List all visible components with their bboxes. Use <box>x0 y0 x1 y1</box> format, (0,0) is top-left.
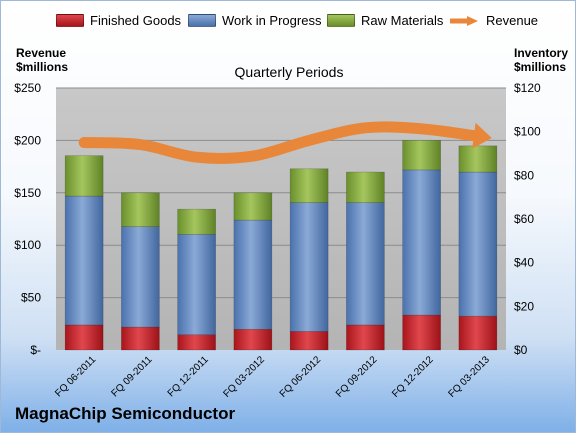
x-axis-tick-label: FQ 09-2011 <box>110 354 155 399</box>
bar-raw-materials <box>458 145 498 173</box>
x-axis-tick-label: FQ 03-2013 <box>446 354 492 400</box>
right-axis-tick-label: $0 <box>514 343 528 357</box>
left-axis-tick-label: $100 <box>14 238 41 252</box>
bar-work-in-progress <box>64 195 104 326</box>
left-axis-title-line2: $millions <box>16 60 69 74</box>
x-axis-tick-label: FQ 12-2011 <box>166 354 211 399</box>
left-axis-tick-label: $- <box>30 343 41 357</box>
legend-swatch-revenue <box>450 15 478 26</box>
x-axis-tick-label: FQ 03-2012 <box>221 354 267 400</box>
left-axis-tick-label: $150 <box>14 186 41 200</box>
right-axis-tick-label: $60 <box>514 212 534 226</box>
revenue-arrowhead <box>472 122 492 149</box>
left-axis-tick-label: $250 <box>14 81 41 95</box>
right-axis-tick-label: $40 <box>514 256 534 270</box>
bar-raw-materials <box>64 155 104 197</box>
right-axis-tick-label: $100 <box>514 125 541 139</box>
legend-label-finished-goods: Finished Goods <box>90 13 182 28</box>
right-axis-title-line2: $millions <box>514 60 567 74</box>
bar-finished-goods <box>64 324 104 351</box>
bar-finished-goods <box>346 324 385 351</box>
chart-title: Quarterly Periods <box>234 64 344 80</box>
right-axis-tick-label: $20 <box>514 299 534 313</box>
bar-raw-materials <box>289 168 329 203</box>
x-axis-tick-label: FQ 06-2011 <box>53 354 98 399</box>
x-axis-ticks: FQ 06-2011 FQ 09-2011 FQ 12-2011 FQ 03-2012… <box>53 354 492 400</box>
legend-swatch-raw-materials <box>327 14 355 27</box>
x-axis-tick-label: FQ 09-2012 <box>334 354 380 400</box>
legend: Finished Goods Work in Progress Raw Mate… <box>1 13 575 33</box>
bar-finished-goods <box>177 334 216 351</box>
x-axis-tick-label: FQ 12-2012 <box>390 354 436 400</box>
bar-finished-goods <box>233 328 273 351</box>
bar-raw-materials <box>346 171 385 203</box>
bars <box>64 140 498 351</box>
bar-finished-goods <box>121 326 160 351</box>
legend-item-revenue: Revenue <box>450 13 538 28</box>
left-axis-title: Revenue $millions <box>16 46 68 74</box>
legend-item-raw-materials: Raw Materials <box>327 13 443 28</box>
legend-item-finished-goods: Finished Goods <box>56 13 181 28</box>
bar-work-in-progress <box>402 169 441 316</box>
legend-swatch-work-in-progress <box>188 14 216 27</box>
bar-finished-goods <box>402 314 441 351</box>
x-axis-tick-label: FQ 06-2012 <box>278 354 324 400</box>
bar-finished-goods <box>289 331 329 351</box>
legend-label-work-in-progress: Work in Progress <box>222 13 322 28</box>
legend-swatch-finished-goods <box>56 14 84 27</box>
right-axis-tick-label: $80 <box>514 168 534 182</box>
right-axis-title-line1: Inventory <box>514 46 569 60</box>
bar-finished-goods <box>458 315 498 351</box>
legend-label-raw-materials: Raw Materials <box>361 13 444 28</box>
right-axis-title: Inventory $millions <box>514 46 568 74</box>
bar-work-in-progress <box>233 219 273 330</box>
bar-work-in-progress <box>177 233 216 336</box>
left-axis-ticks: $- $50 $100 $150 $200 $250 <box>14 81 41 357</box>
left-axis-tick-label: $200 <box>14 133 41 147</box>
company-label: MagnaChip Semiconductor <box>15 404 236 423</box>
right-axis-tick-label: $120 <box>514 81 541 95</box>
revenue-line-path <box>78 121 484 164</box>
bar-raw-materials <box>233 192 273 221</box>
bar-work-in-progress <box>346 202 385 326</box>
legend-label-revenue: Revenue <box>486 13 539 28</box>
legend-item-work-in-progress: Work in Progress <box>188 13 321 28</box>
bar-raw-materials <box>177 208 216 235</box>
bar-raw-materials <box>402 140 441 171</box>
revenue-line <box>78 121 492 164</box>
left-axis-title-line1: Revenue <box>16 46 67 60</box>
left-axis-tick-label: $50 <box>21 291 41 305</box>
bar-work-in-progress <box>458 171 498 317</box>
bar-work-in-progress <box>121 226 160 328</box>
bar-raw-materials <box>121 192 160 227</box>
right-axis-ticks: $0 $20 $40 $60 $80 $100 $120 <box>514 81 541 357</box>
bar-work-in-progress <box>289 202 329 332</box>
